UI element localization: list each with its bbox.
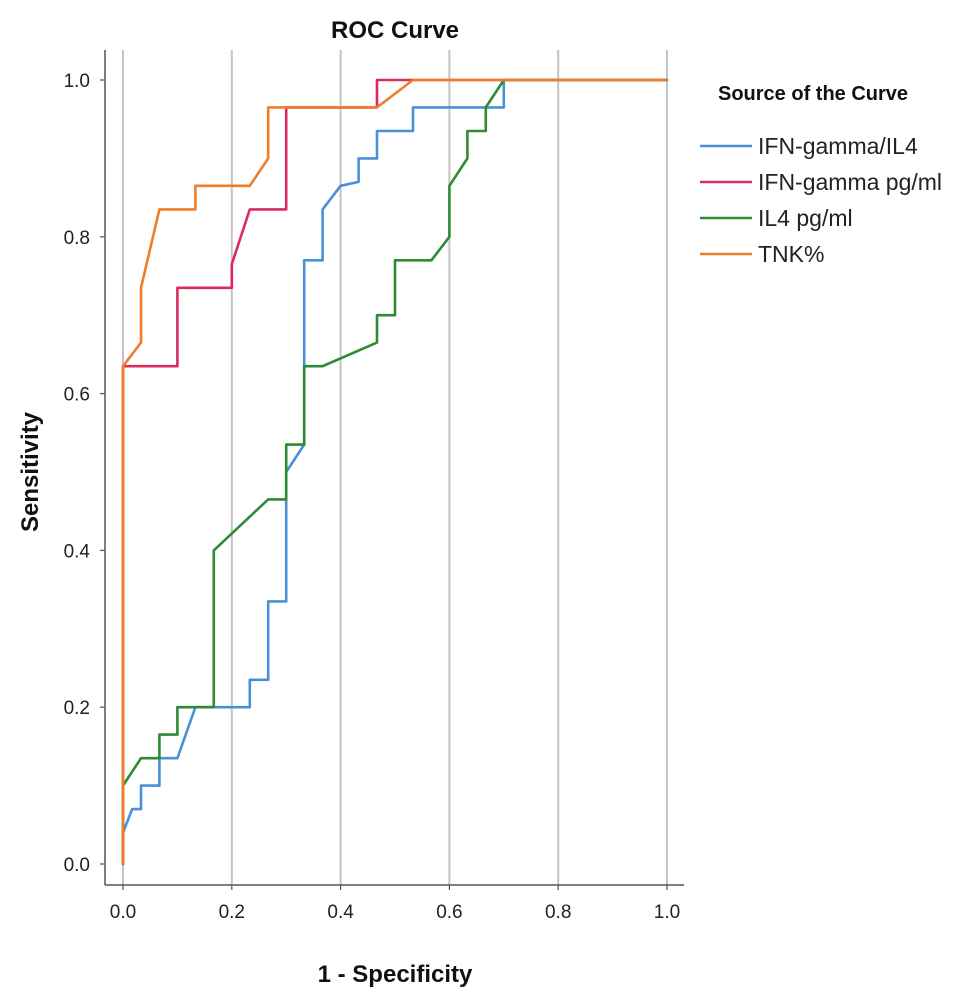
- legend-label-2: IL4 pg/ml: [758, 205, 853, 231]
- series-line-1: [121, 78, 669, 866]
- y-tick-label-4: 0.8: [64, 228, 90, 249]
- series-line-3: [121, 78, 669, 866]
- legend: Source of the Curve IFN-gamma/IL4IFN-gam…: [700, 83, 942, 267]
- x-tick-label-3: 0.6: [436, 902, 462, 923]
- legend-title: Source of the Curve: [718, 83, 908, 105]
- series-line-2: [121, 78, 669, 866]
- axes: [100, 50, 684, 890]
- y-tick-label-3: 0.6: [64, 385, 90, 406]
- x-tick-label-1: 0.2: [219, 902, 245, 923]
- y-tick-label-1: 0.2: [64, 698, 90, 719]
- y-tick-label-5: 1.0: [64, 71, 90, 92]
- y-tick-label-2: 0.4: [64, 541, 91, 562]
- tick-labels: 0.0 0.2 0.4 0.6 0.8 1.0 0.0 0.2 0.4 0.6 0.8 1.0: [64, 71, 681, 923]
- legend-label-3: TNK%: [758, 241, 824, 267]
- legend-items: IFN-gamma/IL4 IFN-gamma pg/ml IL4 pg/ml TNK…: [700, 133, 942, 267]
- legend-label-1: IFN-gamma pg/ml: [758, 169, 942, 195]
- y-axis-title: Sensitivity: [17, 411, 44, 532]
- legend-label-0: IFN-gamma/IL4: [758, 133, 918, 159]
- series-lines: [121, 78, 669, 866]
- x-tick-label-5: 1.0: [654, 902, 680, 923]
- y-tick-label-0: 0.0: [64, 855, 90, 876]
- x-tick-label-2: 0.4: [327, 902, 354, 923]
- x-tick-label-0: 0.0: [110, 902, 136, 923]
- series-line-0: [121, 78, 669, 866]
- gridlines: [122, 50, 668, 885]
- chart-title: ROC Curve: [331, 17, 459, 44]
- x-tick-label-4: 0.8: [545, 902, 571, 923]
- x-axis-title: 1 - Specificity: [318, 961, 473, 988]
